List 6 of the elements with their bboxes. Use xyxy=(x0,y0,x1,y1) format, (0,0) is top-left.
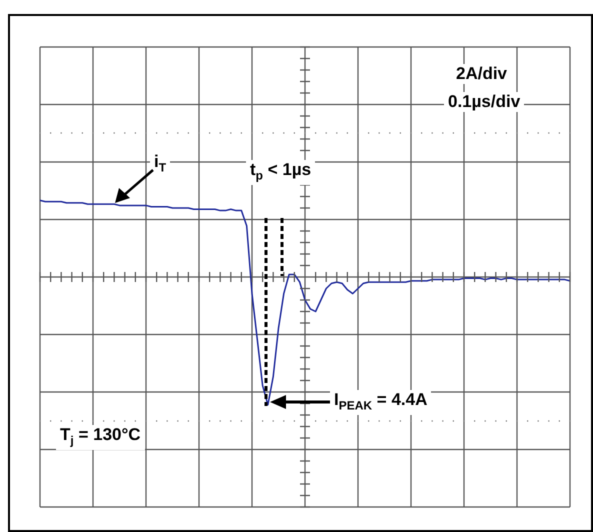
annotation: I$_{PEAK}$ = 4.4A xyxy=(330,390,432,416)
text: T$_{j}$ = 130°C xyxy=(56,425,145,450)
text: t$_{p}$ < 1µs xyxy=(246,160,316,186)
text: 0.1µs/div xyxy=(444,92,524,112)
text: 2A/div xyxy=(452,64,512,84)
text: i$_{T}$ xyxy=(150,152,170,178)
